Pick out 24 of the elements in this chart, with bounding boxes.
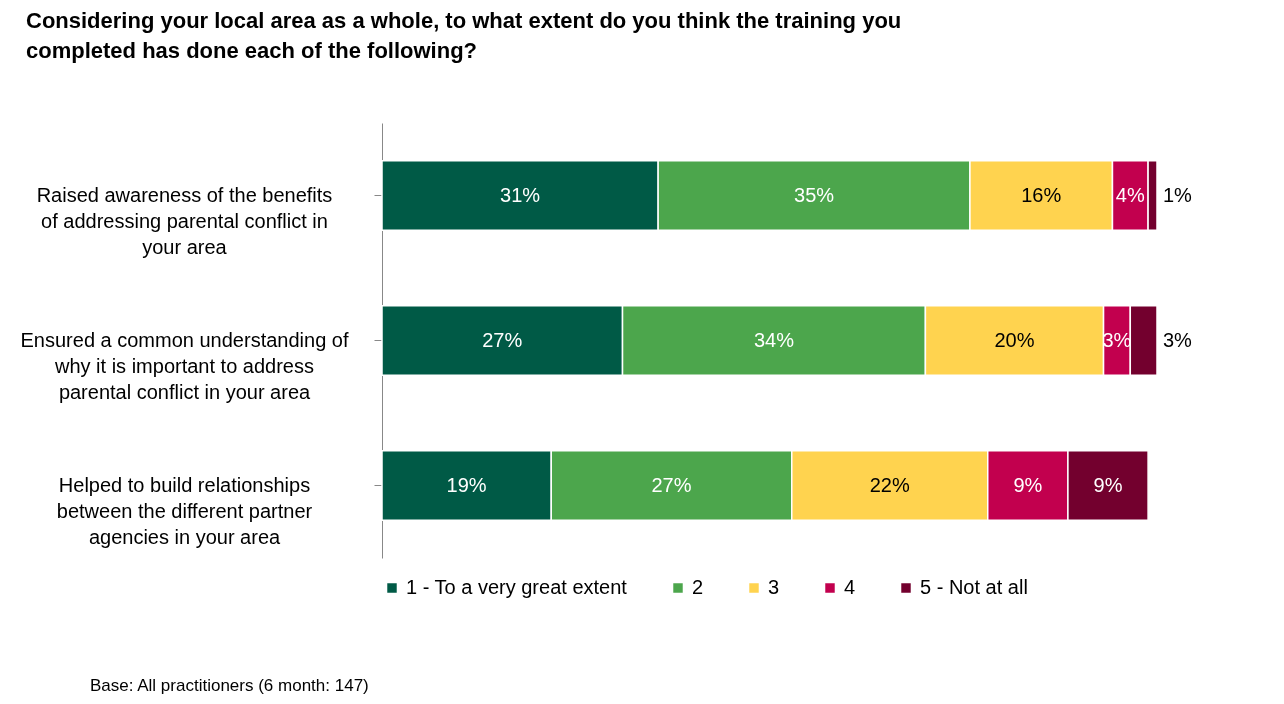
data-label: 1% (1163, 183, 1193, 206)
data-label: 22% (869, 473, 910, 496)
data-label: 9% (1013, 473, 1043, 496)
text: Base: All practitioners (6 month: 147) (90, 676, 369, 696)
data-label: 4% (1115, 183, 1145, 206)
y-tick-label: Helped to build relationships between the different partner agencies in your area (56, 473, 313, 548)
data-label: 35% (794, 183, 835, 206)
data-label: 20% (994, 328, 1035, 351)
data-label: 27% (482, 328, 523, 351)
y-tick-label: Ensured a common understanding of why it is important to address parental conflict in your area (20, 328, 349, 403)
legend-label: 3 (768, 576, 780, 598)
chart-title: Considering your local area as a whole, to what extent do you think the training you completed has done each of the following? (26, 8, 902, 63)
data-label: 3% (1163, 328, 1193, 351)
data-label: 9% (1093, 473, 1123, 496)
data-label: 16% (1021, 183, 1062, 206)
legend-label: 5 - Not at all (920, 576, 1028, 598)
data-label: 34% (753, 328, 795, 351)
legend-label: 1 - To a very great extent (406, 576, 628, 598)
y-tick-label: Raised awareness of the benefits of addressing parental conflict in your area (36, 183, 333, 258)
data-label: 19% (446, 473, 487, 496)
data-label: 27% (651, 473, 692, 496)
legend-label: 2 (692, 576, 704, 598)
legend-label: 4 (844, 576, 856, 598)
data-label: 31% (500, 183, 541, 206)
